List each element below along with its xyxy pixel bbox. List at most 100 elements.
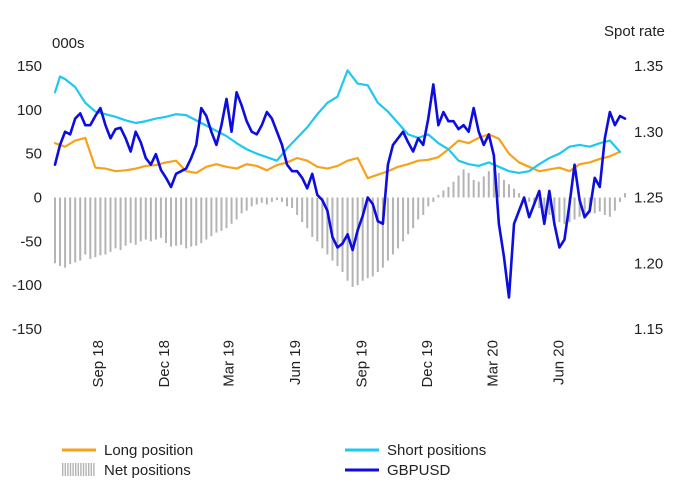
net-position-bar-85 [482,176,485,198]
legend-swatch-bar-9 [85,463,87,476]
x-tick-label-3: Jun 19 [287,340,304,385]
legend-swatch-bar-3 [69,463,72,476]
net-position-bar-24 [175,197,178,246]
series-lines [53,69,627,299]
net-position-bar-40 [255,197,258,205]
net-position-bar-101 [563,197,566,224]
net-position-bar-47 [291,197,294,209]
net-position-bar-78 [447,186,450,198]
net-position-bar-64 [376,197,379,273]
legend-swatch-bar-12 [93,463,95,476]
net-position-bar-50 [306,197,309,229]
net-position-bar-69 [402,197,405,242]
right-axis-ticks: 1.35 1.30 1.25 1.20 1.15 [634,58,663,338]
net-position-bar-58 [346,197,349,281]
net-position-bar-107 [593,197,596,214]
net-position-bar-46 [286,197,289,207]
net-position-bar-65 [381,197,384,268]
legend: Long position Short positions Net position… [62,442,486,479]
short-positions-line [53,69,622,175]
x-tick-label-7: Jun 20 [551,340,568,385]
net-position-bar-15 [129,197,132,244]
net-position-bar-35 [230,197,233,224]
left-tick-label-1: 100 [17,102,42,119]
net-position-bar-73 [422,197,425,216]
net-position-bar-11 [109,197,112,252]
legend-label: Short positions [387,442,486,459]
net-position-bar-88 [497,172,500,198]
net-position-bar-71 [412,197,415,229]
net-position-bar-109 [603,197,606,216]
net-position-bar-99 [553,197,556,220]
net-position-bar-83 [472,179,475,198]
net-position-bar-10 [104,197,107,255]
net-position-bar-31 [210,197,213,237]
legend-swatch-bar-5 [75,463,77,476]
net-position-bar-61 [361,197,364,281]
net-position-bar-21 [159,197,162,238]
legend-swatch-bar-1 [64,463,66,476]
net-position-bar-100 [558,197,561,223]
x-tick-label-6: Mar 20 [484,340,501,387]
net-position-bar-87 [492,167,495,198]
left-tick-label-0: 150 [17,58,42,75]
left-tick-label-2: 50 [25,146,42,163]
net-position-bar-44 [275,197,278,201]
gbpusd-line [53,83,627,299]
net-position-bar-104 [578,197,581,217]
net-position-bar-38 [245,197,248,211]
net-position-bar-8 [94,197,97,258]
net-positions-bars [54,167,626,287]
net-position-bar-5 [79,197,82,261]
right-tick-label-2: 1.25 [634,190,663,207]
right-tick-label-4: 1.15 [634,321,663,338]
net-position-bar-26 [185,197,188,249]
net-position-bar-70 [407,197,410,235]
x-tick-label-4: Sep 19 [353,340,370,388]
net-position-bar-54 [326,197,329,255]
net-position-bar-68 [397,197,400,249]
net-position-bar-17 [139,197,142,242]
net-position-bar-6 [84,197,87,255]
x-tick-label-2: Mar 19 [221,340,238,387]
right-tick-label-1: 1.30 [634,124,663,141]
net-position-bar-79 [452,181,455,198]
net-position-bar-76 [437,194,440,198]
net-position-bar-39 [250,197,253,207]
net-position-bar-75 [432,197,435,202]
net-position-bar-52 [316,197,319,242]
net-position-bar-113 [624,193,626,198]
left-tick-label-5: -100 [12,277,42,294]
net-position-bar-53 [321,197,324,249]
net-position-bar-51 [311,197,314,237]
net-position-bar-81 [462,169,465,198]
net-position-bar-34 [225,197,228,229]
net-position-bar-29 [200,197,203,244]
net-position-bar-89 [502,179,505,198]
net-position-bar-19 [149,197,152,242]
legend-swatch-bar-10 [88,463,90,476]
net-position-bar-86 [487,171,490,198]
x-axis-ticks: Sep 18 Dec 18 Mar 19 Jun 19 Sep 19 Dec 19 Mar … [90,340,567,388]
net-position-bar-36 [235,197,238,220]
net-position-bar-56 [336,197,339,266]
net-position-bar-66 [386,197,389,261]
net-position-bar-98 [548,197,551,216]
net-position-bar-9 [99,197,102,256]
net-position-bar-23 [170,197,173,247]
net-position-bar-111 [613,197,616,211]
net-position-bar-32 [215,197,218,233]
legend-item-gbpusd: GBPUSD [345,462,451,479]
net-position-bar-18 [144,197,147,240]
net-position-bar-91 [513,188,516,198]
net-position-bar-20 [154,197,157,240]
net-position-bar-97 [543,197,546,214]
legend-label: Long position [104,442,193,459]
left-tick-label-4: -50 [20,233,42,250]
net-position-bar-55 [331,197,334,261]
net-position-bar-63 [371,197,374,277]
net-position-bar-0 [54,197,56,264]
net-position-bar-33 [220,197,223,231]
net-position-bar-67 [391,197,394,255]
